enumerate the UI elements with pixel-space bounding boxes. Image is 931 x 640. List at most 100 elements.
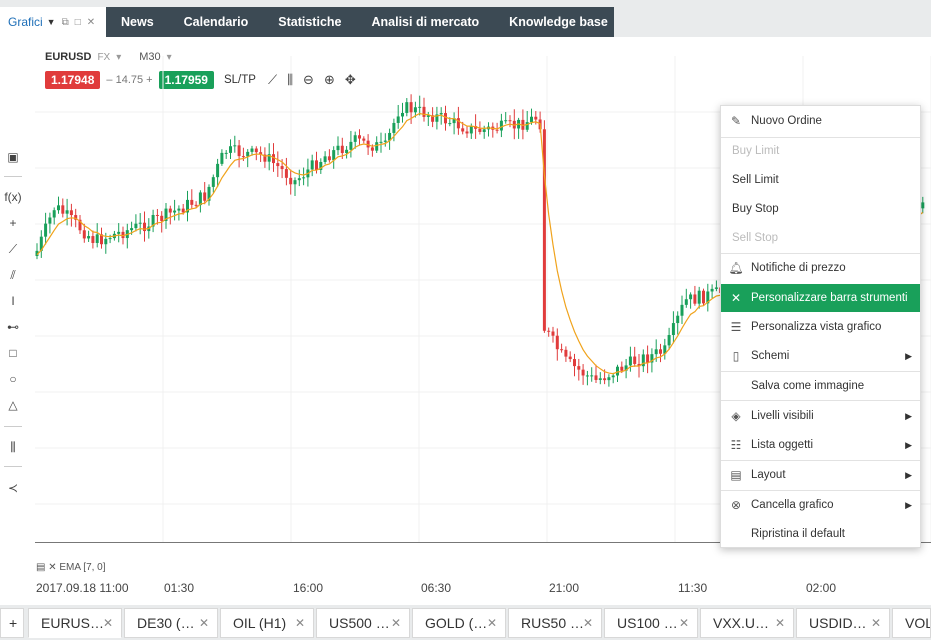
function-icon[interactable]: f(x) [4, 190, 22, 204]
menu-ripristina-default[interactable]: Ripristina il default [721, 521, 920, 547]
close-icon[interactable]: ✕ [86, 16, 96, 28]
symbol-name[interactable]: EURUSD [45, 51, 92, 63]
rectangle-icon[interactable]: □ [9, 346, 17, 360]
nav-calendario[interactable]: Calendario [183, 15, 249, 29]
menu-layout[interactable]: ▤ Layout ▶ [721, 462, 920, 488]
menu-personalizzare-barra[interactable]: ✕ Personalizzare barra strumenti [721, 284, 920, 312]
menu-notifiche[interactable]: 🔔︎ Notifiche di prezzo [721, 255, 920, 281]
instrument-tab[interactable]: VXX.U… ✕ [700, 608, 794, 638]
candle-body [534, 116, 538, 120]
nav-news[interactable]: News [121, 15, 154, 29]
close-icon[interactable]: ✕ [870, 616, 881, 630]
menu-nuovo-ordine[interactable]: ✎ Nuovo Ordine [721, 108, 920, 134]
instrument-tab[interactable]: EURUS… ✕ [28, 608, 122, 638]
instrument-tab[interactable]: DE30 (… ✕ [124, 608, 218, 638]
buy-price-button[interactable]: 1.17959 [158, 71, 214, 89]
candle-body [650, 354, 654, 363]
x-tick: 16:00 [293, 581, 324, 595]
menu-schemi[interactable]: ▯ Schemi ▶ [721, 343, 920, 369]
menu-sell-limit[interactable]: Sell Limit [721, 167, 920, 193]
candle-body [439, 113, 443, 115]
menu-label: Personalizza vista grafico [751, 321, 882, 333]
candle-body [689, 294, 693, 300]
sltp-button[interactable]: SL/TP [223, 74, 256, 86]
menu-cancella-grafico[interactable]: ⊗ Cancella grafico ▶ [721, 492, 920, 518]
nav-statistiche[interactable]: Statistiche [278, 15, 342, 29]
grafici-tab[interactable]: Grafici ▼ ⧉ □ ✕ [0, 7, 106, 37]
indicator-icon[interactable]: ⫼ [10, 439, 16, 454]
popout-icon[interactable]: ⧉ [61, 16, 69, 28]
candle-body [203, 192, 207, 201]
candle-body [216, 163, 220, 178]
sell-price-button[interactable]: 1.17948 [45, 71, 101, 89]
triangle-icon[interactable]: △ [8, 398, 18, 412]
chevron-down-icon[interactable]: ▼ [46, 17, 56, 27]
close-icon[interactable]: ✕ [774, 616, 785, 630]
candle-body [302, 177, 306, 179]
menu-livelli-visibili[interactable]: ◈ Livelli visibili ▶ [721, 403, 920, 429]
tabs-add-icon[interactable]: + [0, 608, 24, 638]
vertical-line-icon[interactable]: I [11, 294, 15, 308]
instrument-tabs: + EURUS… ✕ DE30 (… ✕ OIL (H1) ✕ US500 … ✕ GO… [0, 605, 931, 640]
candle-body [340, 145, 344, 154]
menu-personalizza-vista[interactable]: ☰ Personalizza vista grafico [721, 314, 920, 340]
candle-body [280, 166, 284, 170]
close-icon[interactable]: ✕ [486, 616, 497, 630]
x-tick: 11:30 [678, 581, 708, 595]
candle-body [233, 145, 237, 147]
candle-body [143, 222, 146, 232]
ema-indicator-label[interactable]: ▤ ✕ EMA [7, 0] [36, 562, 106, 573]
menu-lista-oggetti[interactable]: ☷ Lista oggetti ▶ [721, 432, 920, 458]
instrument-tab[interactable]: VOL [892, 608, 931, 638]
instrument-tab[interactable]: US100 … ✕ [604, 608, 698, 638]
instrument-tab[interactable]: USDID… ✕ [796, 608, 890, 638]
channel-icon[interactable]: ⫽ [10, 267, 16, 282]
candle-body [160, 215, 164, 221]
chevron-down-icon[interactable]: ▾ [166, 51, 172, 63]
close-icon[interactable]: ✕ [102, 616, 113, 630]
chevron-right-icon: ▶ [905, 469, 912, 480]
crosshair-icon[interactable]: + [9, 216, 17, 230]
chart-type-icon[interactable]: ▣ [7, 150, 19, 164]
instrument-tab[interactable]: RUS50 … ✕ [508, 608, 602, 638]
instrument-tab[interactable]: GOLD (… ✕ [412, 608, 506, 638]
candle-body [693, 294, 697, 304]
candle-body [633, 356, 637, 364]
line-chart-icon[interactable]: ⟋ [267, 72, 278, 87]
candles-icon[interactable]: ⫼ [287, 72, 294, 87]
circle-icon[interactable]: ○ [9, 372, 17, 386]
zoom-in-icon[interactable]: ⊕ [323, 72, 335, 87]
instrument-tab[interactable]: OIL (H1) ✕ [220, 608, 314, 638]
nav-analisi[interactable]: Analisi di mercato [371, 15, 480, 29]
menu-salva-immagine[interactable]: Salva come immagine [721, 373, 920, 399]
candle-body [401, 112, 404, 117]
x-tick: 21:00 [549, 581, 580, 595]
horizontal-line-icon[interactable]: ⊷ [7, 320, 19, 334]
close-icon[interactable]: ✕ [678, 616, 689, 630]
close-icon[interactable]: ✕ [390, 616, 401, 630]
candle-body [659, 349, 662, 354]
close-icon[interactable]: ✕ [294, 616, 305, 630]
close-icon[interactable]: ✕ [582, 616, 593, 630]
nav-knowledge[interactable]: Knowledge base [509, 15, 608, 29]
candle-body [641, 354, 645, 367]
candle-body [263, 154, 267, 162]
sliders-icon: ☰ [730, 320, 742, 334]
menu-label: Nuovo Ordine [751, 115, 822, 127]
trendline-icon[interactable]: ⟋ [8, 241, 18, 256]
maximize-icon[interactable]: □ [74, 16, 81, 28]
candle-body [702, 290, 705, 304]
close-icon[interactable]: ✕ [198, 616, 209, 630]
candle-body [155, 214, 159, 216]
menu-buy-limit: Buy Limit [721, 138, 920, 164]
zoom-out-icon[interactable]: ⊖ [303, 72, 314, 87]
candle-body [598, 378, 602, 380]
move-icon[interactable]: ✥ [344, 72, 356, 87]
timeframe-select[interactable]: M30 [139, 51, 161, 63]
menu-buy-stop[interactable]: Buy Stop [721, 196, 920, 222]
instrument-tab[interactable]: US500 … ✕ [316, 608, 410, 638]
spread-control[interactable]: – 14.75 + [106, 74, 153, 86]
share-icon[interactable]: ≺ [7, 481, 19, 495]
top-tab-bar: Grafici ▼ ⧉ □ ✕ News Calendario Statisti… [0, 0, 931, 37]
chevron-down-icon[interactable]: ▾ [116, 51, 122, 63]
